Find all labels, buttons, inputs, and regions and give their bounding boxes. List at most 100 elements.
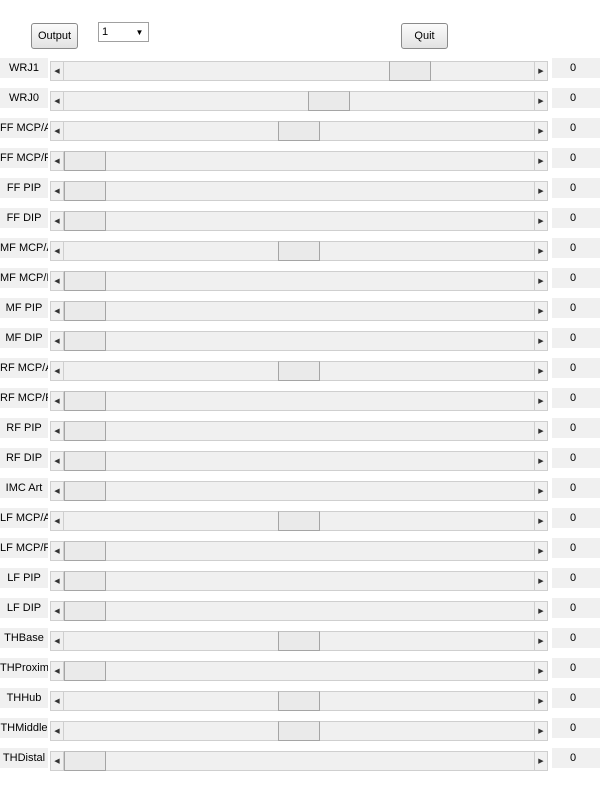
slider-track[interactable] (64, 451, 534, 471)
scroll-left-icon[interactable]: ◀ (50, 541, 64, 561)
scroll-left-icon[interactable]: ◀ (50, 121, 64, 141)
scroll-left-icon[interactable]: ◀ (50, 151, 64, 171)
scroll-right-icon[interactable]: ▶ (534, 211, 548, 231)
slider-track[interactable] (64, 571, 534, 591)
slider-thumb[interactable] (64, 481, 106, 501)
slider-track[interactable] (64, 91, 534, 111)
scroll-right-icon[interactable]: ▶ (534, 601, 548, 621)
scroll-left-icon[interactable]: ◀ (50, 211, 64, 231)
scroll-left-icon[interactable]: ◀ (50, 181, 64, 201)
scroll-left-icon[interactable]: ◀ (50, 91, 64, 111)
scroll-left-icon[interactable]: ◀ (50, 331, 64, 351)
slider-thumb[interactable] (278, 121, 320, 141)
scroll-left-icon[interactable]: ◀ (50, 661, 64, 681)
slider-thumb[interactable] (64, 541, 106, 561)
slider-thumb[interactable] (64, 601, 106, 621)
slider-track[interactable] (64, 721, 534, 741)
slider-thumb[interactable] (64, 571, 106, 591)
scroll-left-icon[interactable]: ◀ (50, 691, 64, 711)
chevron-down-icon[interactable]: ▼ (135, 27, 144, 37)
slider-track[interactable] (64, 241, 534, 261)
slider-track[interactable] (64, 361, 534, 381)
slider-thumb[interactable] (307, 91, 350, 111)
scroll-right-icon[interactable]: ▶ (534, 61, 548, 81)
scroll-right-icon[interactable]: ▶ (534, 301, 548, 321)
slider-track[interactable] (64, 391, 534, 411)
slider-track[interactable] (64, 181, 534, 201)
scroll-left-icon[interactable]: ◀ (50, 391, 64, 411)
scroll-right-icon[interactable]: ▶ (534, 391, 548, 411)
slider-track[interactable] (64, 211, 534, 231)
slider-thumb[interactable] (278, 511, 320, 531)
slider-thumb[interactable] (64, 211, 106, 231)
scroll-right-icon[interactable]: ▶ (534, 91, 548, 111)
slider-track[interactable] (64, 691, 534, 711)
scroll-left-icon[interactable]: ◀ (50, 241, 64, 261)
scroll-left-icon[interactable]: ◀ (50, 421, 64, 441)
slider-track[interactable] (64, 541, 534, 561)
scroll-left-icon[interactable]: ◀ (50, 511, 64, 531)
scroll-right-icon[interactable]: ▶ (534, 451, 548, 471)
scroll-left-icon[interactable]: ◀ (50, 571, 64, 591)
scroll-right-icon[interactable]: ▶ (534, 361, 548, 381)
scroll-right-icon[interactable]: ▶ (534, 241, 548, 261)
scroll-right-icon[interactable]: ▶ (534, 511, 548, 531)
scroll-left-icon[interactable]: ◀ (50, 721, 64, 741)
quit-button[interactable]: Quit (401, 23, 448, 49)
scroll-right-icon[interactable]: ▶ (534, 121, 548, 141)
slider-thumb[interactable] (278, 691, 320, 711)
scroll-right-icon[interactable]: ▶ (534, 721, 548, 741)
scroll-left-icon[interactable]: ◀ (50, 631, 64, 651)
scroll-left-icon[interactable]: ◀ (50, 271, 64, 291)
slider-thumb[interactable] (64, 451, 106, 471)
slider-track[interactable] (64, 301, 534, 321)
scroll-right-icon[interactable]: ▶ (534, 421, 548, 441)
slider-thumb[interactable] (278, 631, 320, 651)
scroll-left-icon[interactable]: ◀ (50, 361, 64, 381)
scroll-left-icon[interactable]: ◀ (50, 751, 64, 771)
slider-thumb[interactable] (64, 151, 106, 171)
slider-thumb[interactable] (64, 271, 106, 291)
slider-thumb[interactable] (64, 661, 106, 681)
slider-track[interactable] (64, 331, 534, 351)
slider-track[interactable] (64, 511, 534, 531)
slider-track[interactable] (64, 151, 534, 171)
scroll-left-icon[interactable]: ◀ (50, 301, 64, 321)
slider-track[interactable] (64, 601, 534, 621)
slider-thumb[interactable] (278, 241, 320, 261)
slider-thumb[interactable] (64, 181, 106, 201)
slider-track[interactable] (64, 481, 534, 501)
selector-dropdown[interactable]: 1 ▼ (98, 22, 149, 42)
scroll-right-icon[interactable]: ▶ (534, 541, 548, 561)
slider-thumb[interactable] (64, 391, 106, 411)
slider-track[interactable] (64, 661, 534, 681)
output-button[interactable]: Output (31, 23, 78, 49)
slider-thumb[interactable] (278, 361, 320, 381)
scroll-right-icon[interactable]: ▶ (534, 751, 548, 771)
scroll-left-icon[interactable]: ◀ (50, 601, 64, 621)
scroll-right-icon[interactable]: ▶ (534, 481, 548, 501)
slider-thumb[interactable] (64, 301, 106, 321)
slider-track[interactable] (64, 421, 534, 441)
slider-track[interactable] (64, 61, 534, 81)
slider-track[interactable] (64, 631, 534, 651)
slider-thumb[interactable] (389, 61, 432, 81)
scroll-right-icon[interactable]: ▶ (534, 571, 548, 591)
slider-thumb[interactable] (64, 751, 106, 771)
scroll-right-icon[interactable]: ▶ (534, 331, 548, 351)
scroll-right-icon[interactable]: ▶ (534, 691, 548, 711)
scroll-right-icon[interactable]: ▶ (534, 151, 548, 171)
scroll-right-icon[interactable]: ▶ (534, 181, 548, 201)
slider-thumb[interactable] (278, 721, 320, 741)
scroll-right-icon[interactable]: ▶ (534, 631, 548, 651)
scroll-right-icon[interactable]: ▶ (534, 661, 548, 681)
slider-thumb[interactable] (64, 331, 106, 351)
scroll-right-icon[interactable]: ▶ (534, 271, 548, 291)
scroll-left-icon[interactable]: ◀ (50, 61, 64, 81)
slider-track[interactable] (64, 271, 534, 291)
scroll-left-icon[interactable]: ◀ (50, 451, 64, 471)
slider-track[interactable] (64, 751, 534, 771)
slider-thumb[interactable] (64, 421, 106, 441)
scroll-left-icon[interactable]: ◀ (50, 481, 64, 501)
slider-track[interactable] (64, 121, 534, 141)
